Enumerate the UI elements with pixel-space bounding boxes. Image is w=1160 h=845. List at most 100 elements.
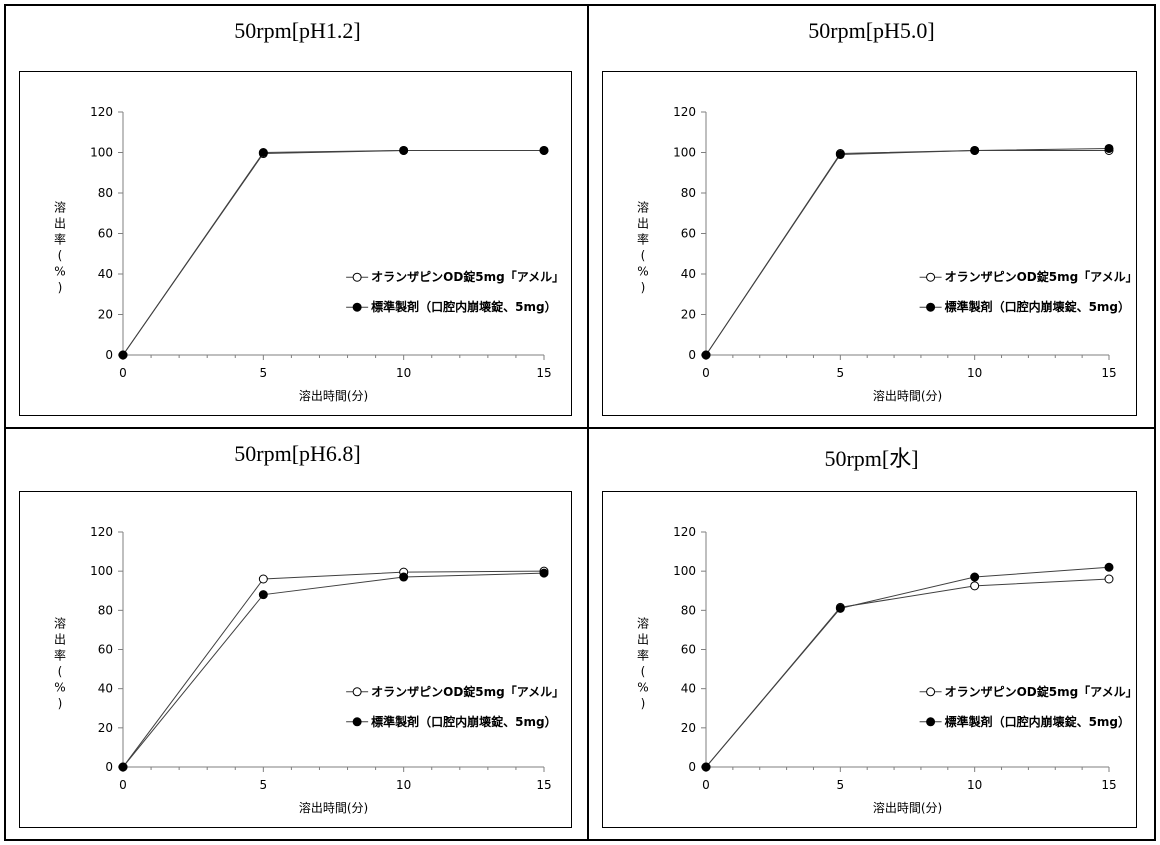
y-axis-label-char: 率 — [54, 232, 66, 247]
legend-label: オランザピンOD錠5mg「アメル」 — [945, 684, 1136, 699]
y-axis-label-char: ( — [58, 665, 63, 679]
legend-marker — [352, 302, 362, 312]
x-tick-label: 5 — [260, 778, 268, 792]
data-point-filled — [835, 150, 845, 160]
y-axis-label-char: 出 — [54, 633, 66, 647]
data-point-open — [258, 574, 268, 584]
data-point-filled — [701, 762, 711, 772]
data-point-open — [970, 581, 980, 591]
y-tick-label: 0 — [105, 348, 113, 362]
panel-title: 50rpm[pH5.0] — [808, 18, 935, 43]
y-axis-label-char: % — [54, 681, 65, 695]
x-axis-label: 溶出時間(分) — [299, 800, 368, 815]
y-axis-label-char: % — [637, 265, 648, 279]
x-tick-label: 15 — [1101, 366, 1116, 380]
chart-svg: 0 20 40 60 80 100 120 0 5 10 15 溶出時間(分) 溶出率 (%) オランザピン… — [637, 105, 1136, 403]
panel-title: 50rpm[pH1.2] — [234, 18, 361, 43]
x-tick-label: 15 — [536, 778, 551, 792]
table-divider-vertical — [587, 6, 589, 839]
x-tick-label: 10 — [967, 778, 982, 792]
chart-panel-water: 50rpm[水] 0 20 40 60 80 100 120 0 5 10 15 溶出時間(分) 溶出率… — [589, 429, 1154, 839]
chart-frame: 0 20 40 60 80 100 120 0 5 10 15 溶出時間(分) 溶出率 (%) オランザピン… — [602, 491, 1137, 828]
y-tick-label: 60 — [98, 227, 113, 241]
y-tick-label: 100 — [90, 564, 113, 578]
y-tick-label: 40 — [98, 267, 113, 281]
series-line — [705, 566, 1110, 768]
y-tick-label: 100 — [673, 564, 696, 578]
legend-marker — [352, 717, 362, 727]
y-axis-label-char: 溶 — [54, 616, 66, 631]
data-point-filled — [539, 145, 549, 155]
data-point-filled — [970, 145, 980, 155]
panel-title: 50rpm[水] — [824, 446, 919, 471]
x-tick-label: 5 — [837, 778, 845, 792]
x-axis-label: 溶出時間(分) — [873, 388, 942, 403]
x-tick-label: 0 — [702, 366, 710, 380]
y-axis-label: 溶出率 (%) — [54, 616, 66, 711]
legend-marker — [352, 272, 362, 282]
y-axis-label-char: % — [637, 681, 648, 695]
x-tick-label: 5 — [837, 366, 845, 380]
x-tick-label: 15 — [1101, 778, 1116, 792]
chart-svg: 0 20 40 60 80 100 120 0 5 10 15 溶出時間(分) 溶出率 (%) オランザピン… — [637, 525, 1136, 815]
y-tick-label: 0 — [105, 760, 113, 774]
y-tick-label: 60 — [98, 643, 113, 657]
x-tick-label: 0 — [119, 778, 127, 792]
y-tick-label: 0 — [688, 348, 696, 362]
y-tick-label: 0 — [688, 760, 696, 774]
y-tick-label: 120 — [90, 525, 113, 539]
chart-frame: 0 20 40 60 80 100 120 0 5 10 15 溶出時間(分) 溶出率 (%) オランザピン… — [19, 491, 572, 828]
data-point-filled — [258, 148, 268, 157]
y-tick-label: 20 — [98, 721, 113, 735]
panel-title: 50rpm[pH6.8] — [234, 441, 361, 466]
y-tick-label: 60 — [681, 643, 696, 657]
legend-label: 標準製剤（口腔内崩壊錠、5mg） — [371, 299, 556, 314]
y-tick-label: 100 — [90, 146, 113, 160]
y-tick-label: 100 — [673, 146, 696, 160]
y-tick-label: 20 — [681, 308, 696, 322]
series-line — [122, 149, 544, 356]
series-line — [705, 149, 1109, 356]
y-tick-label: 120 — [673, 525, 696, 539]
y-axis-label-char: ( — [641, 665, 646, 679]
chart-frame: 0 20 40 60 80 100 120 0 5 10 15 溶出時間(分) 溶出率 (%) オランザピン… — [19, 71, 572, 416]
legend-label: オランザピンOD錠5mg「アメル」 — [371, 684, 564, 699]
y-axis-label-char: 率 — [637, 648, 649, 663]
legend-marker — [926, 687, 936, 697]
x-axis-label: 溶出時間(分) — [299, 388, 368, 403]
chart-svg: 0 20 40 60 80 100 120 0 5 10 15 溶出時間(分) 溶出率 (%) オランザピン… — [54, 105, 564, 403]
y-tick-label: 40 — [681, 267, 696, 281]
x-tick-label: 15 — [536, 366, 551, 380]
y-axis-label-char: ) — [641, 281, 646, 295]
y-tick-label: 20 — [681, 721, 696, 735]
y-tick-label: 80 — [98, 603, 113, 617]
data-point-filled — [399, 572, 409, 582]
series-line — [122, 572, 545, 768]
y-tick-label: 120 — [673, 105, 696, 119]
y-axis-label-char: 出 — [637, 633, 649, 647]
x-tick-label: 10 — [396, 778, 411, 792]
data-point-filled — [539, 568, 549, 578]
legend-marker — [926, 302, 936, 312]
series-line — [122, 570, 545, 768]
table-divider-horizontal — [6, 427, 1154, 429]
series-line — [122, 149, 544, 356]
data-point-filled — [701, 350, 711, 360]
y-axis-label-char: 溶 — [637, 200, 649, 215]
data-point-filled — [118, 350, 128, 360]
y-tick-label: 120 — [90, 105, 113, 119]
x-tick-label: 10 — [967, 366, 982, 380]
y-axis-label-char: ) — [58, 697, 63, 711]
legend-label: オランザピンOD錠5mg「アメル」 — [945, 269, 1136, 284]
data-point-filled — [1104, 562, 1114, 572]
x-tick-label: 0 — [702, 778, 710, 792]
legend-label: 標準製剤（口腔内崩壊錠、5mg） — [371, 714, 556, 729]
y-tick-label: 20 — [98, 308, 113, 322]
chart-grid-table: 50rpm[pH1.2] 0 20 40 60 80 100 120 0 5 10 15 溶出時間(分… — [4, 4, 1156, 841]
y-axis-label-char: 率 — [54, 648, 66, 663]
y-tick-label: 80 — [98, 186, 113, 200]
y-axis-label-char: ) — [58, 281, 63, 295]
y-tick-label: 40 — [681, 682, 696, 696]
series-line — [705, 578, 1110, 768]
y-tick-label: 40 — [98, 682, 113, 696]
